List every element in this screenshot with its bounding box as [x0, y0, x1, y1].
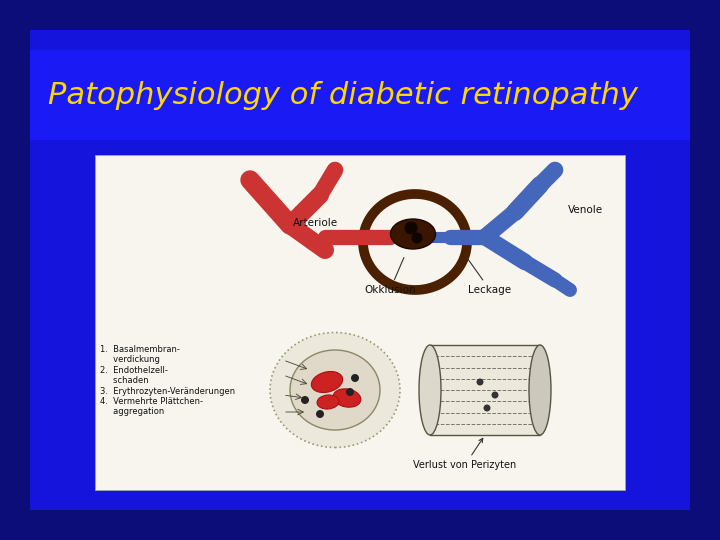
Ellipse shape — [405, 221, 418, 234]
Ellipse shape — [477, 379, 484, 386]
Ellipse shape — [346, 388, 354, 396]
Ellipse shape — [270, 333, 400, 448]
Text: Arteriole: Arteriole — [292, 218, 338, 228]
Bar — [95, 155, 625, 490]
Ellipse shape — [317, 395, 339, 409]
Ellipse shape — [419, 345, 441, 435]
Bar — [30, 50, 690, 140]
Ellipse shape — [333, 389, 361, 407]
Ellipse shape — [492, 392, 498, 399]
Ellipse shape — [351, 374, 359, 382]
Bar — [430, 345, 540, 435]
Ellipse shape — [290, 350, 380, 430]
Ellipse shape — [412, 233, 423, 244]
Text: Venole: Venole — [567, 205, 603, 215]
Ellipse shape — [529, 345, 551, 435]
Ellipse shape — [311, 372, 343, 393]
Text: Okklusion: Okklusion — [364, 258, 416, 295]
Bar — [30, 30, 690, 510]
Ellipse shape — [484, 404, 490, 411]
Text: Leckage: Leckage — [467, 257, 512, 295]
Text: Verlust von Perizyten: Verlust von Perizyten — [413, 438, 517, 470]
Text: 1.  Basalmembran-
     verdickung
2.  Endothelzell-
     schaden
3.  Erythrozyte: 1. Basalmembran- verdickung 2. Endothelz… — [100, 345, 235, 416]
Ellipse shape — [390, 219, 436, 249]
Ellipse shape — [316, 410, 324, 418]
Ellipse shape — [301, 396, 309, 404]
Text: Patophysiology of diabetic retinopathy: Patophysiology of diabetic retinopathy — [48, 80, 638, 110]
